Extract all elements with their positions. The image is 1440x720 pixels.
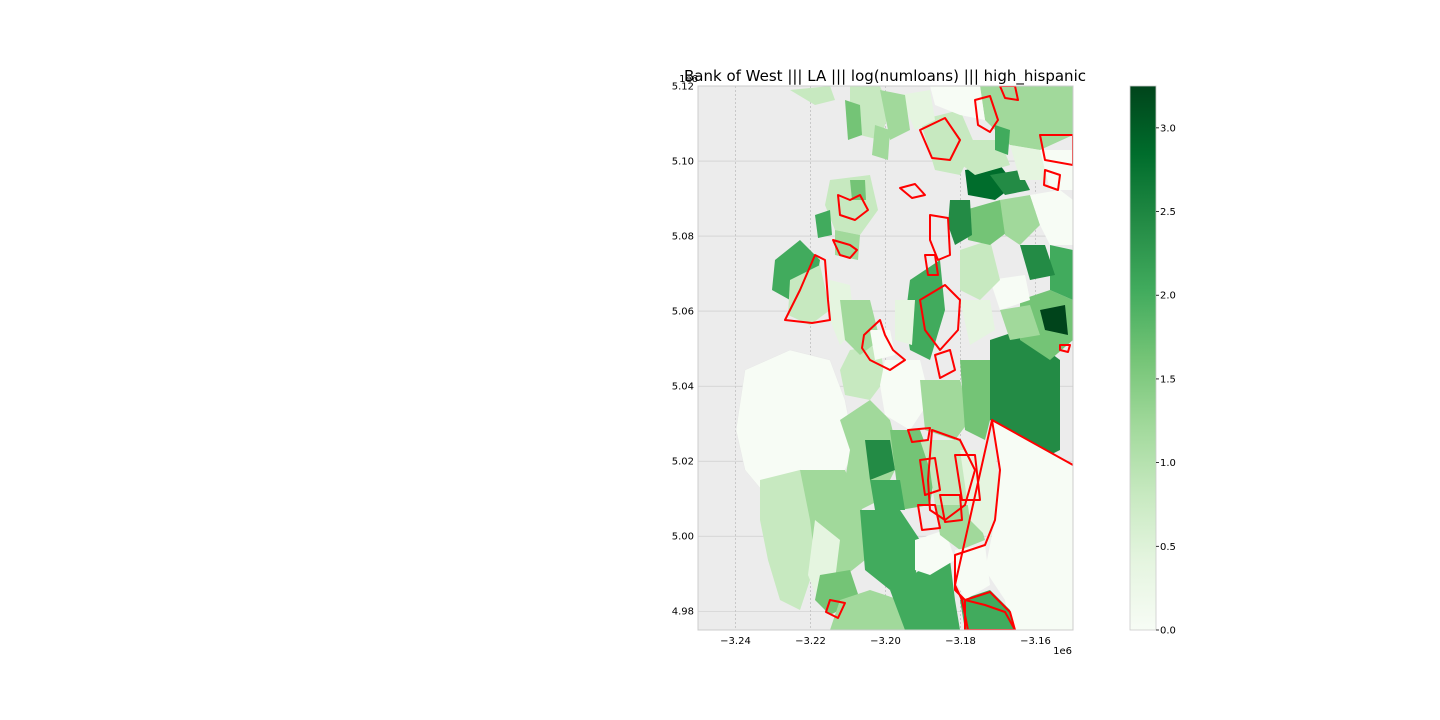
region — [860, 510, 920, 590]
region — [788, 265, 830, 325]
colorbar-gradient — [1129, 85, 1157, 631]
region — [870, 480, 905, 510]
outline — [919, 284, 961, 351]
region — [948, 200, 972, 245]
outline — [999, 86, 1019, 101]
colorbar-tick-label: 1.0 — [1160, 458, 1176, 469]
region — [865, 440, 895, 480]
region — [840, 300, 880, 355]
colorbar-tick-label: 1.5 — [1160, 374, 1176, 385]
region — [890, 560, 960, 630]
y-tick-label: 5.10 — [672, 157, 694, 168]
region — [870, 330, 895, 360]
outline — [917, 504, 941, 531]
outline — [832, 239, 858, 259]
outline — [825, 599, 846, 619]
region — [995, 125, 1010, 155]
region — [920, 380, 970, 440]
colorbar-tick-label: 0.5 — [1160, 542, 1176, 553]
outline — [1059, 344, 1071, 353]
region — [905, 260, 945, 360]
colorbar: 0.0 0.5 1.0 1.5 2.0 2.5 3.0 — [1129, 85, 1176, 637]
outline — [934, 349, 956, 379]
region — [840, 345, 885, 400]
region — [990, 330, 1060, 455]
outline — [1043, 169, 1061, 191]
region — [955, 545, 990, 600]
colorbar-tick-label: 0.0 — [1160, 626, 1176, 637]
region — [850, 180, 866, 200]
outline — [784, 254, 831, 324]
region — [880, 90, 910, 140]
y-tick-labels: 5.12 5.10 5.08 5.06 5.04 5.02 5.00 4.98 — [672, 82, 694, 618]
y-tick-label: 5.00 — [672, 532, 694, 543]
y-tick-label: 5.08 — [672, 232, 694, 243]
choropleth-regions — [735, 86, 1073, 630]
outline — [974, 95, 999, 133]
colorbar-tick-label: 2.0 — [1160, 291, 1176, 302]
y-tick-label: 5.12 — [672, 82, 694, 93]
outline — [919, 117, 961, 161]
y-tick-label: 4.98 — [672, 607, 694, 618]
outline — [927, 429, 976, 521]
region — [1000, 305, 1040, 340]
region — [1030, 190, 1073, 245]
region — [990, 275, 1030, 310]
x-tick-label: −3.20 — [870, 636, 901, 647]
colorbar-tick-labels: 0.0 0.5 1.0 1.5 2.0 2.5 3.0 — [1156, 123, 1176, 637]
region — [900, 90, 935, 130]
x-tick-label: −3.24 — [720, 636, 751, 647]
x-tick-label: −3.18 — [945, 636, 976, 647]
y-tick-label: 5.06 — [672, 307, 694, 318]
region — [830, 590, 910, 630]
region — [872, 125, 890, 160]
outline — [964, 591, 1016, 630]
outline — [924, 254, 939, 276]
outline — [991, 419, 1073, 466]
x-tick-labels: −3.24 −3.22 −3.20 −3.18 −3.16 — [720, 636, 1051, 647]
high-hispanic-outlines — [784, 86, 1073, 630]
region — [1000, 195, 1040, 245]
outline — [861, 319, 906, 371]
colorbar-tick-label: 3.0 — [1160, 123, 1176, 134]
outline — [954, 454, 981, 501]
x-tick-label: −3.16 — [1020, 636, 1051, 647]
region — [895, 300, 915, 345]
y-tick-label: 5.04 — [672, 382, 694, 393]
region — [930, 86, 985, 120]
x-offset-label: 1e6 — [1053, 646, 1072, 657]
outline — [899, 183, 926, 199]
outline — [907, 427, 931, 443]
map-title: Bank of West ||| LA ||| log(numloans) ||… — [684, 67, 1086, 86]
region — [960, 240, 1000, 300]
x-tick-label: −3.22 — [795, 636, 826, 647]
region — [790, 86, 835, 105]
region — [960, 590, 1015, 630]
region — [985, 420, 1073, 630]
y-offset-label: 1e6 — [679, 74, 698, 85]
region — [760, 470, 815, 610]
region — [960, 360, 995, 440]
colorbar-tick-label: 2.5 — [1160, 207, 1176, 218]
outline — [919, 457, 941, 496]
outline — [939, 494, 963, 523]
region — [815, 210, 832, 238]
map-axes: −3.24 −3.22 −3.20 −3.18 −3.16 5.125.105.085.… — [672, 74, 1074, 657]
region — [915, 530, 955, 575]
outline — [837, 194, 869, 221]
y-tick-label: 5.02 — [672, 457, 694, 468]
outline — [929, 214, 951, 261]
region — [845, 100, 862, 140]
map-frame — [697, 85, 1074, 631]
region — [965, 200, 1010, 245]
region — [1040, 305, 1068, 335]
region — [880, 360, 930, 430]
region — [1010, 145, 1050, 180]
outline — [1039, 134, 1073, 166]
region — [1020, 245, 1055, 280]
region — [960, 300, 995, 345]
region — [1050, 245, 1073, 300]
